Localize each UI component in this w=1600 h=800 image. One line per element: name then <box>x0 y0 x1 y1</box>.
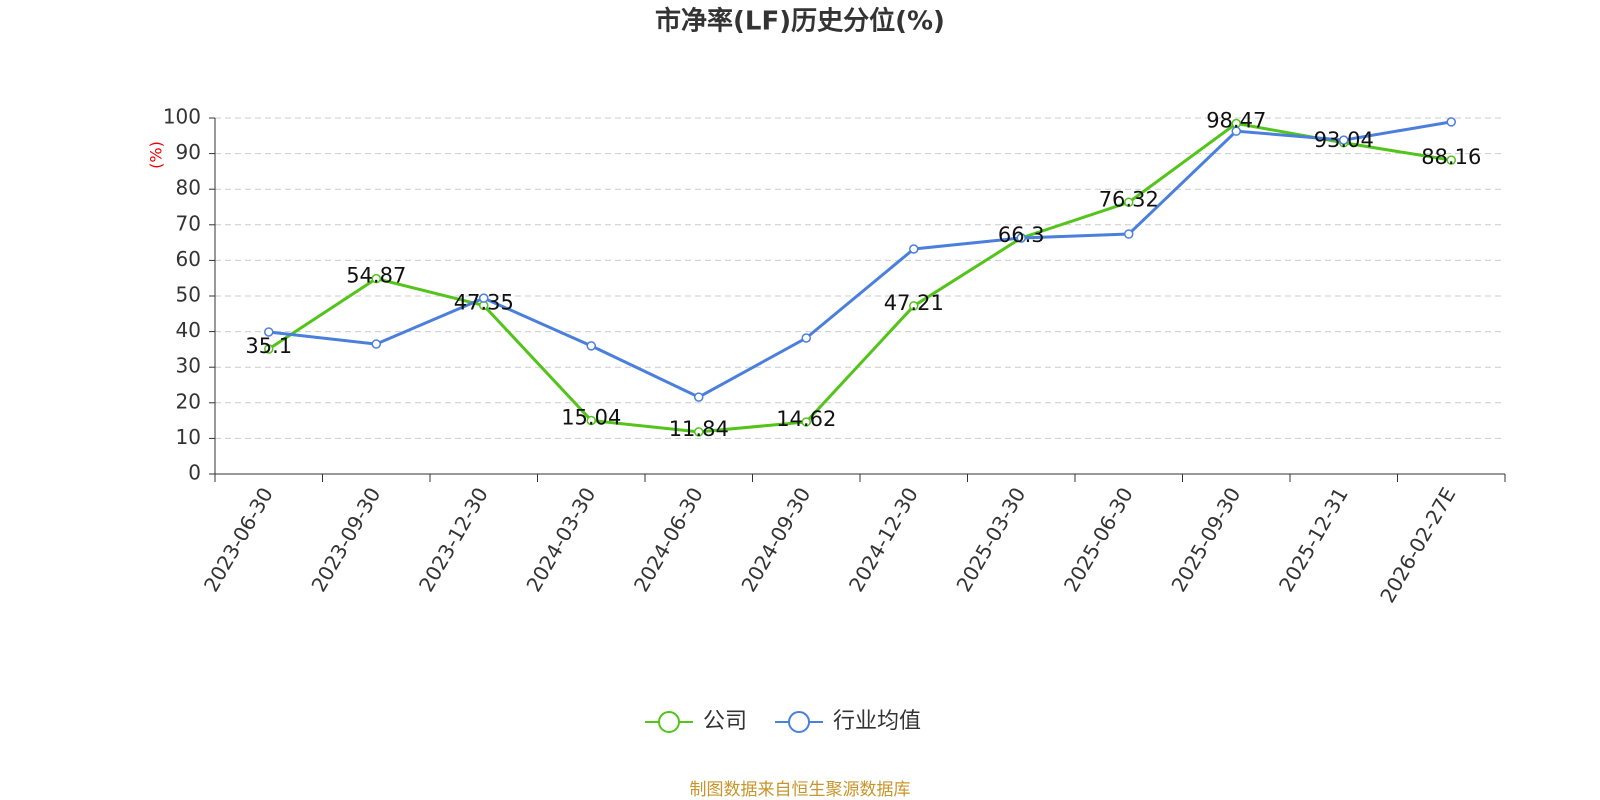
x-tick-label: 2026-02-27E <box>1375 483 1460 607</box>
data-point <box>1339 135 1349 145</box>
data-label: 47.21 <box>884 291 944 315</box>
y-tick-label: 30 <box>176 354 201 378</box>
chart-title: 市净率(LF)历史分位(%) <box>655 6 945 37</box>
x-tick-label: 2023-09-30 <box>306 483 385 596</box>
x-tick-label: 2023-06-30 <box>199 483 278 596</box>
legend-marker <box>788 711 811 733</box>
y-tick-label: 10 <box>176 425 201 449</box>
y-tick-label: 100 <box>163 105 201 129</box>
x-tick-label: 2024-12-30 <box>844 483 923 596</box>
data-point <box>1016 233 1026 243</box>
data-point <box>801 417 811 427</box>
data-point <box>1446 155 1456 165</box>
data-point <box>1231 126 1241 136</box>
data-label: 15.04 <box>561 405 621 429</box>
data-point <box>479 293 489 303</box>
data-point <box>694 392 704 402</box>
legend-label: 行业均值 <box>833 709 921 734</box>
data-point <box>371 273 381 284</box>
y-tick-label: 70 <box>176 211 201 235</box>
y-tick-label: 0 <box>188 461 201 485</box>
data-point <box>1124 229 1134 239</box>
series-line <box>267 121 1452 434</box>
x-tick-label: 2024-06-30 <box>629 483 708 596</box>
x-tick-label: 2023-12-30 <box>414 483 493 596</box>
x-tick-label: 2025-03-30 <box>951 483 1030 596</box>
data-point <box>586 415 596 426</box>
data-label: 98.47 <box>1206 108 1266 132</box>
source-note: 制图数据来自恒生聚源数据库 <box>690 780 911 800</box>
data-point <box>586 341 596 351</box>
data-point <box>909 301 919 311</box>
data-label: 88.16 <box>1421 145 1481 169</box>
data-point <box>801 333 811 343</box>
series-line <box>268 120 1452 399</box>
data-label: 14.62 <box>776 407 836 431</box>
x-tick-label: 2025-06-30 <box>1059 483 1138 596</box>
y-tick-label: 80 <box>176 176 201 200</box>
data-point <box>1124 197 1134 208</box>
data-label: 93.04 <box>1314 128 1374 152</box>
legend-label: 公司 <box>703 709 747 734</box>
data-point <box>264 327 274 337</box>
data-point <box>1446 117 1456 127</box>
y-tick-label: 40 <box>176 318 201 342</box>
y-tick-label: 90 <box>176 140 201 164</box>
data-point <box>694 427 704 437</box>
data-point <box>371 339 381 349</box>
y-tick-label: 50 <box>176 283 201 307</box>
x-tick-label: 2025-09-30 <box>1166 483 1245 596</box>
x-tick-label: 2025-12-31 <box>1274 483 1353 596</box>
x-tick-label: 2024-03-30 <box>521 483 600 596</box>
data-label: 35.1 <box>245 334 292 358</box>
x-tick-label: 2024-09-30 <box>736 483 815 596</box>
legend-marker <box>658 711 680 733</box>
data-label: 66.3 <box>998 223 1045 247</box>
data-label: 54.87 <box>346 264 406 288</box>
y-axis-label: (%) <box>147 141 166 169</box>
data-label: 76.32 <box>1099 187 1159 211</box>
data-label: 11.84 <box>669 417 729 441</box>
data-point <box>909 244 919 254</box>
y-tick-label: 60 <box>176 247 201 271</box>
data-point <box>264 344 274 354</box>
y-tick-label: 20 <box>176 389 201 413</box>
data-label: 47.35 <box>454 290 514 314</box>
